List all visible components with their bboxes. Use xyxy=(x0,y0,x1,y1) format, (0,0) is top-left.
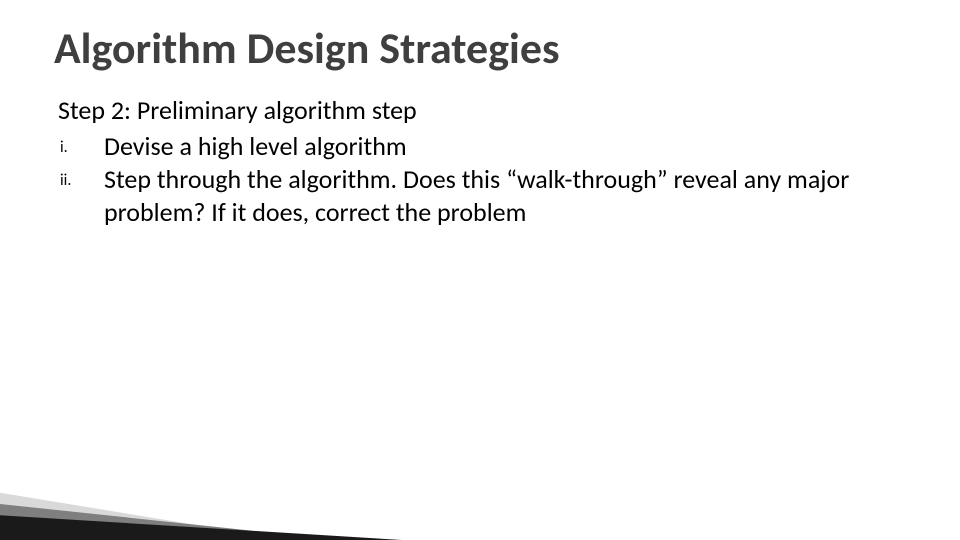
list-item: i. Devise a high level algorithm xyxy=(58,130,906,163)
list-marker: ii. xyxy=(58,163,104,191)
deco-poly-light xyxy=(0,493,288,540)
corner-decoration xyxy=(0,450,420,540)
slide: Algorithm Design Strategies Step 2: Prel… xyxy=(0,0,960,540)
deco-poly-mid xyxy=(0,504,340,540)
slide-body: Step 2: Preliminary algorithm step i. De… xyxy=(54,94,906,229)
list-item-text: Step through the algorithm. Does this “w… xyxy=(104,163,906,230)
step-heading: Step 2: Preliminary algorithm step xyxy=(58,94,906,127)
deco-poly-dark xyxy=(0,515,402,540)
list-item: ii. Step through the algorithm. Does thi… xyxy=(58,163,906,230)
list-marker: i. xyxy=(58,130,104,158)
slide-title: Algorithm Design Strategies xyxy=(54,24,906,72)
list-item-text: Devise a high level algorithm xyxy=(104,130,906,163)
item-list: i. Devise a high level algorithm ii. Ste… xyxy=(58,130,906,230)
